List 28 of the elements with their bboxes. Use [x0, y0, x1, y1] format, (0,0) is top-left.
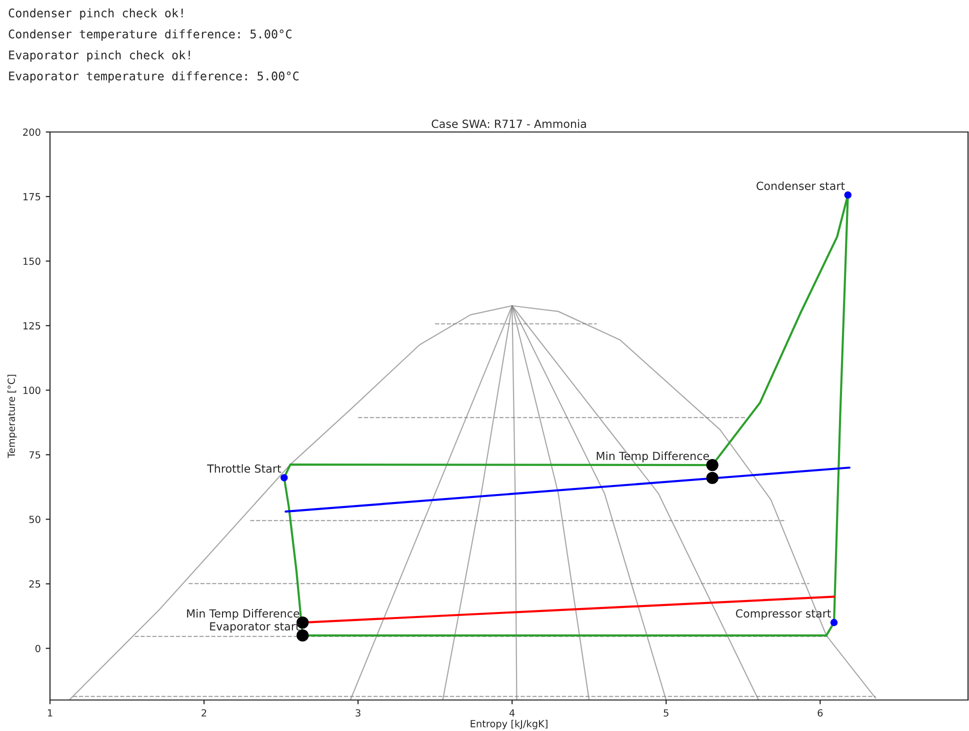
y-axis-title: Temperature [°C] [7, 374, 17, 458]
y-tick-label: 150 [23, 258, 40, 265]
text: Evaporator pinch check ok! [9, 50, 190, 62]
x-axis-title: Entropy [kJ/kgK] [470, 720, 548, 730]
y-tick-label: 100 [23, 386, 40, 394]
y-tick-label: 125 [23, 322, 40, 330]
annotation: Min Temp Difference [596, 452, 709, 462]
x-tick-label: 4 [509, 709, 515, 716]
text: Evaporator temperature difference: 5.00°C [9, 71, 298, 83]
y-tick-label: 25 [29, 580, 40, 588]
text: Condenser pinch check ok! [8, 8, 183, 20]
x-tick-label: 2 [202, 709, 206, 716]
annotation: Condenser start [756, 181, 845, 190]
annotation: Throttle Start [207, 464, 282, 473]
x-tick-label: 6 [818, 709, 823, 717]
annotation: Compressor start [736, 609, 831, 620]
y-tick-label: 75 [29, 451, 40, 459]
x-tick-label: 1 [48, 709, 52, 716]
annotation: Min Temp Difference [187, 609, 300, 620]
chart-title: Case SWA: R717 - Ammonia [432, 119, 586, 128]
y-tick-label: 175 [23, 193, 40, 200]
y-tick-label: 200 [23, 128, 40, 136]
annotation: Evaporator start [210, 622, 300, 633]
y-tick-label: 50 [29, 516, 40, 524]
text: Condenser temperature difference: 5.00°C [8, 29, 292, 41]
x-tick-label: 5 [664, 709, 668, 717]
y-tick-label: 0 [35, 644, 40, 652]
x-tick-label: 3 [356, 709, 360, 717]
